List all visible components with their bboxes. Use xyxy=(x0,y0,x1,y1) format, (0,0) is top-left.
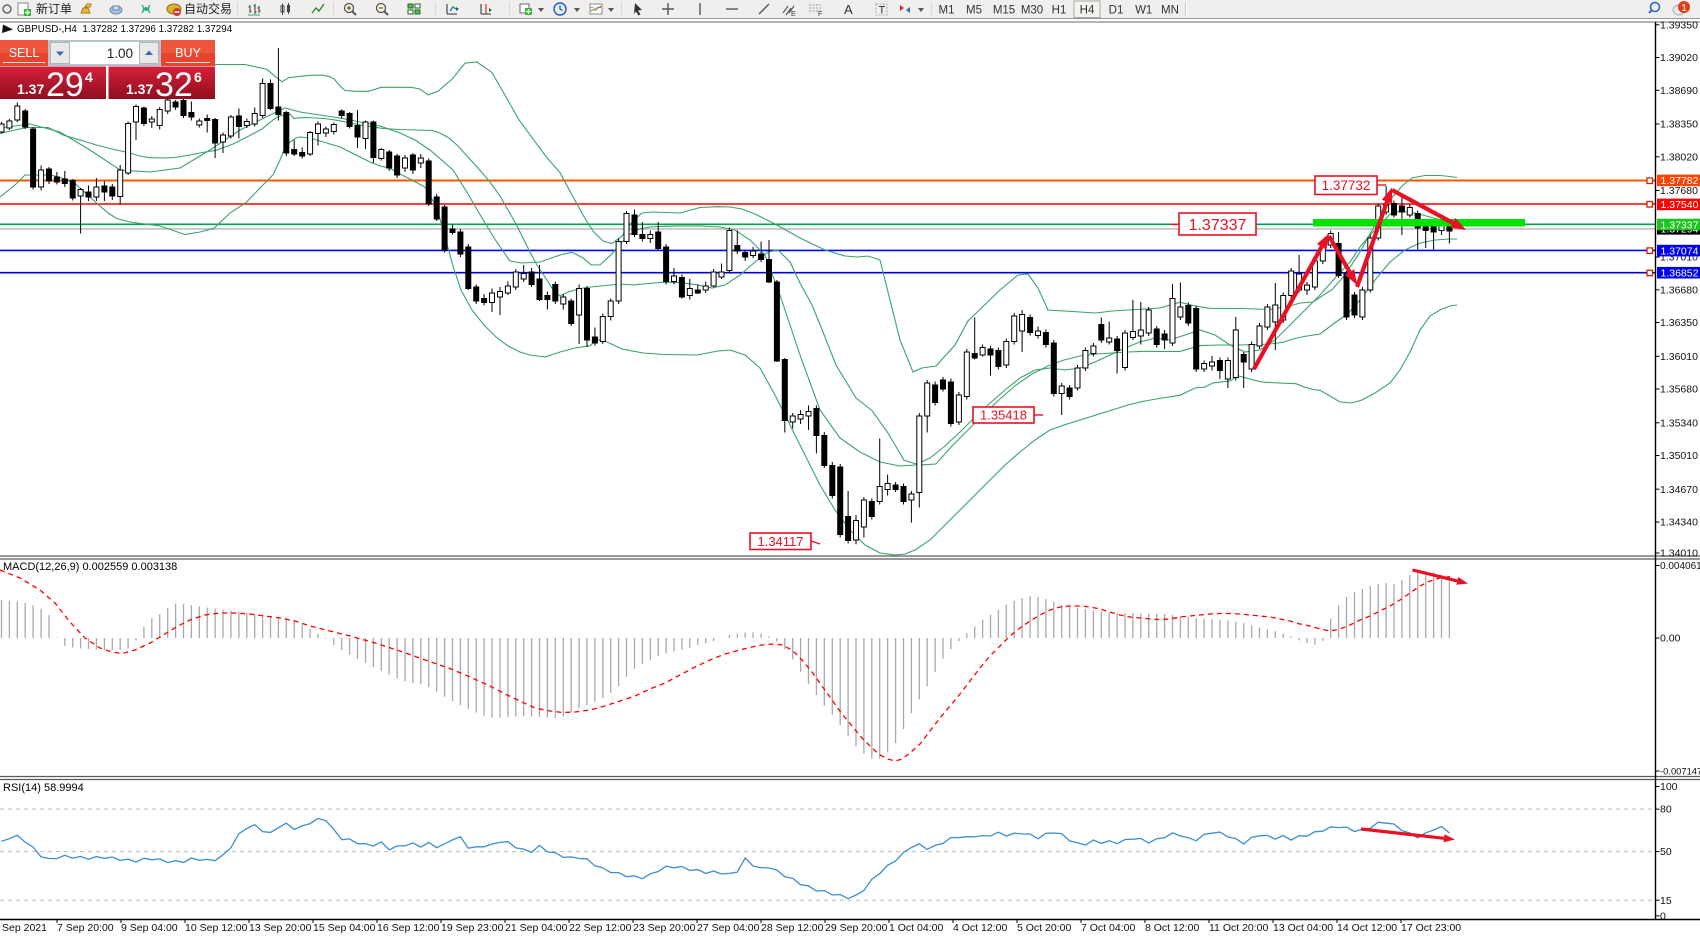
svg-text:1.37: 1.37 xyxy=(126,81,153,97)
svg-text:1.37782: 1.37782 xyxy=(1661,175,1699,187)
svg-text:23 Sep 20:00: 23 Sep 20:00 xyxy=(633,922,696,934)
svg-text:29 Sep 20:00: 29 Sep 20:00 xyxy=(825,922,888,934)
svg-text:1.00: 1.00 xyxy=(107,46,133,61)
svg-text:GBPUSD-,H4 1.37282 1.37296 1.: GBPUSD-,H4 1.37282 1.37296 1.37282 1.372… xyxy=(17,24,233,35)
svg-text:13 Sep 20:00: 13 Sep 20:00 xyxy=(249,922,312,934)
svg-text:E: E xyxy=(791,11,796,18)
svg-text:6: 6 xyxy=(194,69,202,85)
svg-text:M1: M1 xyxy=(939,5,955,17)
svg-text:1.36010: 1.36010 xyxy=(1660,351,1698,363)
svg-text:H1: H1 xyxy=(1052,5,1067,17)
svg-text:27 Sep 04:00: 27 Sep 04:00 xyxy=(697,922,760,934)
svg-text:1.37732: 1.37732 xyxy=(1322,178,1371,193)
svg-text:T: T xyxy=(879,5,886,17)
svg-text:10 Sep 12:00: 10 Sep 12:00 xyxy=(185,922,248,934)
svg-text:15: 15 xyxy=(1660,895,1672,907)
svg-text:1.36680: 1.36680 xyxy=(1660,284,1698,296)
svg-text:0.004061: 0.004061 xyxy=(1660,561,1700,572)
svg-text:W1: W1 xyxy=(1135,5,1152,17)
svg-text:D1: D1 xyxy=(1109,5,1124,17)
svg-text:1.34340: 1.34340 xyxy=(1660,517,1698,529)
svg-text:29: 29 xyxy=(46,66,84,104)
svg-text:Sep 2021: Sep 2021 xyxy=(2,922,47,934)
svg-text:5 Oct 20:00: 5 Oct 20:00 xyxy=(1017,922,1071,934)
svg-text:1 Oct 04:00: 1 Oct 04:00 xyxy=(889,922,943,934)
svg-text:MN: MN xyxy=(1161,5,1179,17)
svg-text:-0.007147: -0.007147 xyxy=(1660,766,1700,777)
svg-text:RSI(14) 58.9994: RSI(14) 58.9994 xyxy=(3,782,84,794)
svg-text:7 Oct 04:00: 7 Oct 04:00 xyxy=(1081,922,1135,934)
svg-text:80: 80 xyxy=(1660,804,1672,816)
svg-text:1.37337: 1.37337 xyxy=(1661,219,1699,231)
svg-text:1.37540: 1.37540 xyxy=(1661,199,1699,211)
svg-text:1.37074: 1.37074 xyxy=(1661,245,1699,257)
svg-text:H4: H4 xyxy=(1080,5,1095,17)
svg-text:1.34670: 1.34670 xyxy=(1660,484,1698,496)
svg-text:1.38020: 1.38020 xyxy=(1660,151,1698,163)
svg-text:4 Oct 12:00: 4 Oct 12:00 xyxy=(953,922,1007,934)
svg-text:1.38350: 1.38350 xyxy=(1660,119,1698,131)
svg-text:M5: M5 xyxy=(966,5,982,17)
svg-text:自动交易: 自动交易 xyxy=(184,1,232,16)
svg-text:M30: M30 xyxy=(1021,5,1043,17)
svg-text:100: 100 xyxy=(1660,781,1678,793)
svg-text:50: 50 xyxy=(1660,846,1672,858)
svg-text:11 Oct 20:00: 11 Oct 20:00 xyxy=(1209,922,1269,934)
svg-text:BUY: BUY xyxy=(175,46,201,60)
svg-text:1.38690: 1.38690 xyxy=(1660,85,1698,97)
svg-text:14 Oct 12:00: 14 Oct 12:00 xyxy=(1337,922,1397,934)
svg-text:1.35680: 1.35680 xyxy=(1660,384,1698,396)
svg-text:1.37680: 1.37680 xyxy=(1660,185,1698,197)
svg-text:7 Sep 20:00: 7 Sep 20:00 xyxy=(57,922,114,934)
svg-text:17 Oct 23:00: 17 Oct 23:00 xyxy=(1401,922,1461,934)
svg-text:A: A xyxy=(844,2,853,17)
svg-text:1.39350: 1.39350 xyxy=(1660,19,1698,31)
svg-text:1.34010: 1.34010 xyxy=(1660,548,1698,560)
svg-text:M15: M15 xyxy=(993,5,1015,17)
svg-text:1.37337: 1.37337 xyxy=(1189,217,1247,234)
svg-text:新订单: 新订单 xyxy=(36,1,72,16)
svg-text:MACD(12,26,9) 0.002559 0.00313: MACD(12,26,9) 0.002559 0.003138 xyxy=(3,561,177,573)
svg-text:SELL: SELL xyxy=(9,46,40,60)
svg-text:4: 4 xyxy=(85,69,93,85)
svg-text:0: 0 xyxy=(1660,911,1666,923)
svg-text:1.34117: 1.34117 xyxy=(757,534,803,549)
svg-text:21 Sep 04:00: 21 Sep 04:00 xyxy=(505,922,568,934)
svg-text:1.35340: 1.35340 xyxy=(1660,417,1698,429)
svg-text:1.39020: 1.39020 xyxy=(1660,52,1698,64)
svg-text:28 Sep 12:00: 28 Sep 12:00 xyxy=(761,922,824,934)
svg-text:8 Oct 12:00: 8 Oct 12:00 xyxy=(1145,922,1199,934)
svg-text:22 Sep 12:00: 22 Sep 12:00 xyxy=(569,922,632,934)
svg-text:15 Sep 04:00: 15 Sep 04:00 xyxy=(313,922,376,934)
svg-text:1.35418: 1.35418 xyxy=(980,408,1027,423)
svg-text:0.00: 0.00 xyxy=(1660,633,1681,645)
svg-text:19 Sep 23:00: 19 Sep 23:00 xyxy=(441,922,504,934)
svg-text:1: 1 xyxy=(1681,3,1687,14)
svg-text:1.37: 1.37 xyxy=(17,81,44,97)
svg-text:16 Sep 12:00: 16 Sep 12:00 xyxy=(377,922,440,934)
svg-text:1.36350: 1.36350 xyxy=(1660,317,1698,329)
svg-text:32: 32 xyxy=(155,66,193,104)
svg-text:1.35010: 1.35010 xyxy=(1660,450,1698,462)
svg-text:13 Oct 04:00: 13 Oct 04:00 xyxy=(1273,922,1333,934)
svg-text:F: F xyxy=(818,11,822,18)
svg-text:1.36852: 1.36852 xyxy=(1661,268,1699,280)
svg-text:9 Sep 04:00: 9 Sep 04:00 xyxy=(121,922,178,934)
